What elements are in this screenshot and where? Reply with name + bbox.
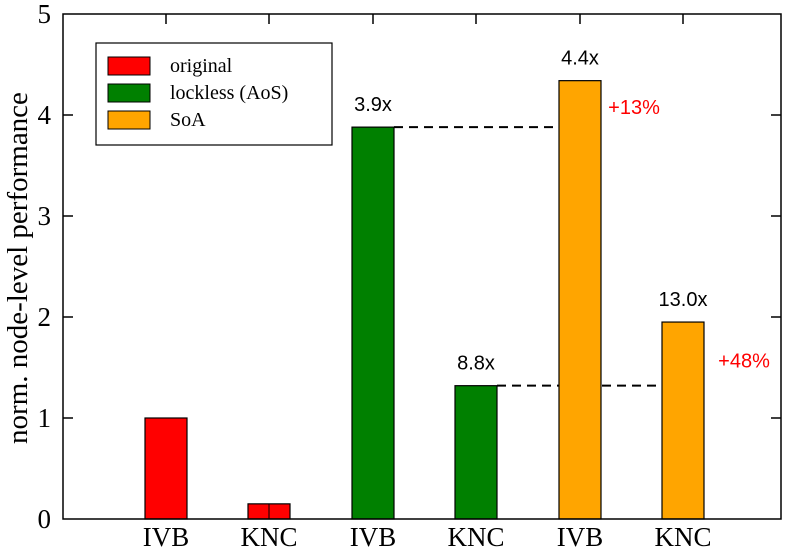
x-tick-label: IVB: [557, 522, 604, 550]
gain-annotation-1: +13%: [608, 97, 660, 119]
legend-swatch: [107, 56, 151, 76]
legend-label: SoA: [170, 109, 206, 131]
x-tick-label: IVB: [143, 522, 190, 550]
y-tick-label: 4: [38, 100, 52, 130]
x-tick-label: KNC: [240, 522, 297, 550]
bar-lockless-aos-knc: [454, 385, 498, 520]
x-tick-label: IVB: [350, 522, 397, 550]
plot-frame: [62, 13, 782, 520]
legend-label: lockless (AoS): [170, 82, 288, 104]
gain-annotation-2: +48%: [718, 351, 770, 373]
legend-swatch: [107, 83, 151, 103]
y-tick-label: 2: [38, 302, 52, 332]
y-axis-title: norm. node-level performance: [2, 92, 34, 444]
bar-data-label: 13.0x: [659, 289, 708, 311]
y-tick-label: 3: [38, 201, 52, 231]
legend-swatch: [107, 110, 151, 130]
y-tick-label: 5: [38, 0, 52, 29]
x-tick-label: KNC: [654, 522, 711, 550]
x-tick-label: KNC: [447, 522, 504, 550]
bar-soa-ivb: [558, 80, 602, 520]
y-tick-label: 1: [38, 403, 52, 433]
legend-label: original: [170, 55, 233, 77]
bar-original-ivb: [144, 417, 188, 520]
bar-lockless-aos-ivb: [351, 126, 395, 520]
bar-data-label: 4.4x: [561, 48, 599, 70]
bar-soa-knc: [661, 321, 705, 520]
bar-data-label: 3.9x: [354, 94, 392, 116]
bar-data-label: 8.8x: [457, 353, 495, 375]
y-tick-label: 0: [38, 504, 52, 534]
